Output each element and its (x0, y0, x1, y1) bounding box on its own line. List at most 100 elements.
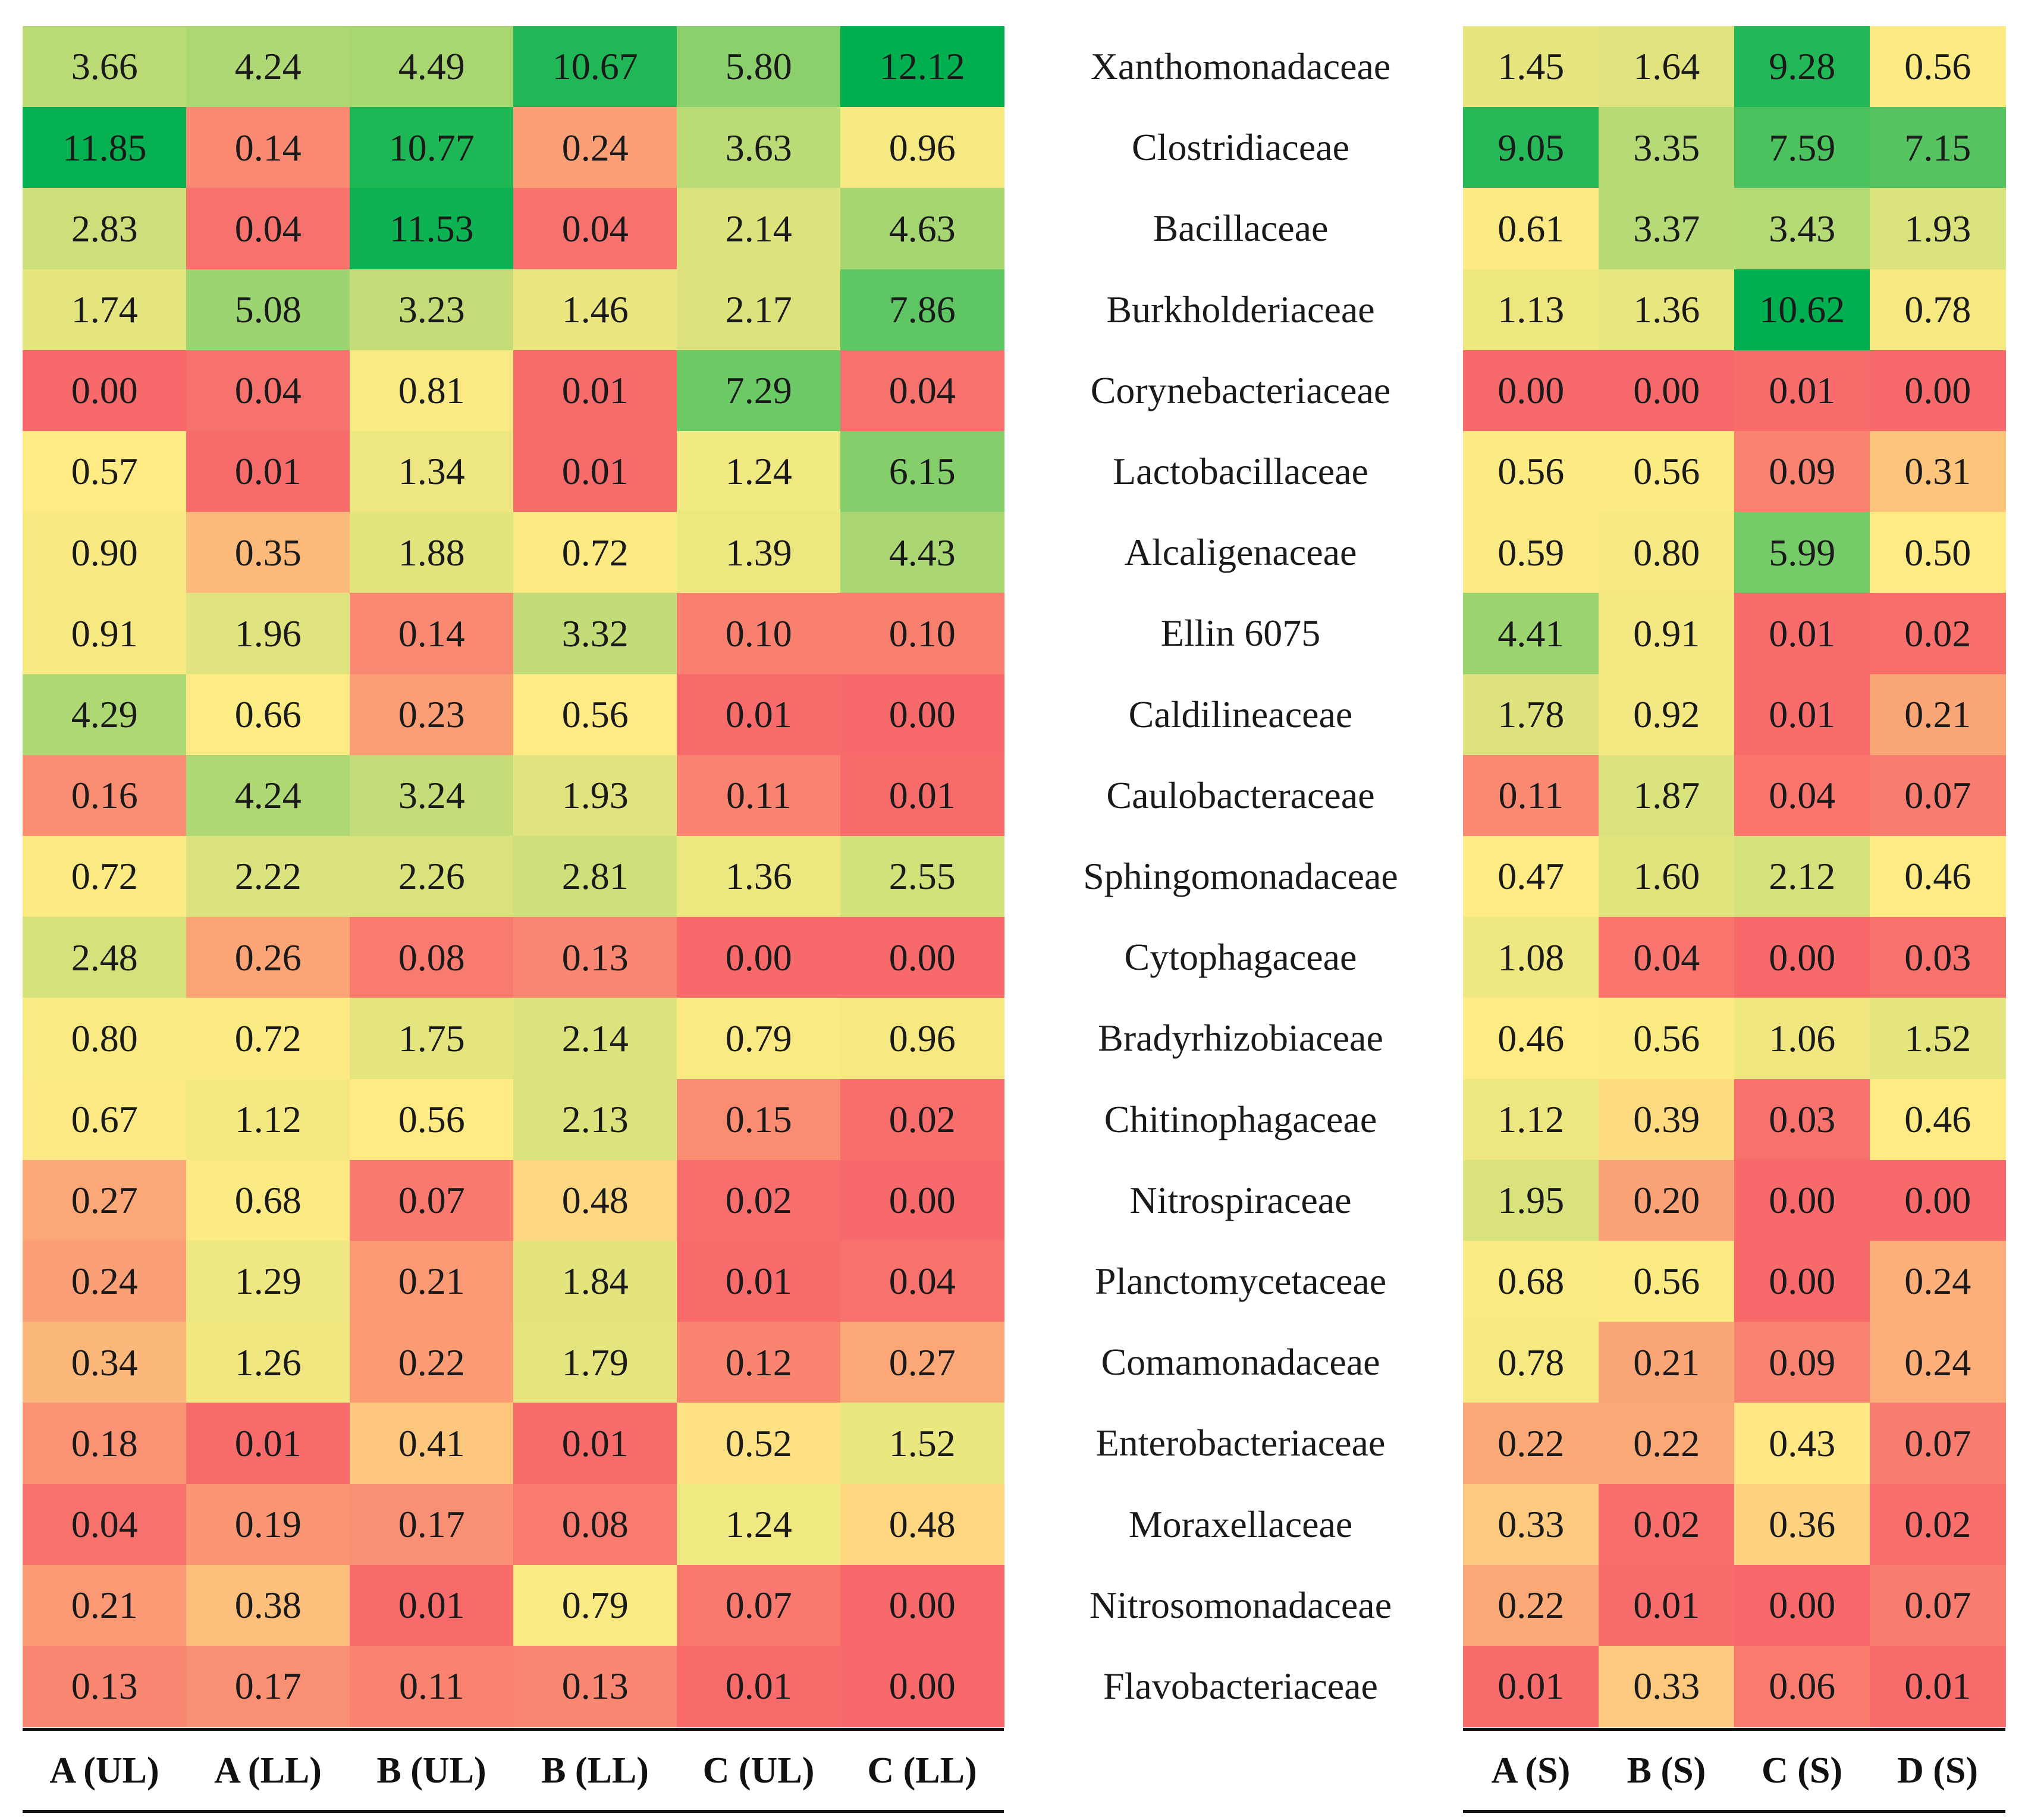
heatmap-cell: 0.24 (1870, 1241, 2006, 1322)
row-label: Burkholderiaceae (1106, 288, 1375, 331)
heatmap-cell: 4.43 (840, 512, 1004, 593)
heatmap-cell: 2.55 (840, 836, 1004, 917)
heatmap-cell: 0.34 (23, 1322, 187, 1403)
heatmap-cell: 0.22 (350, 1322, 514, 1403)
heatmap-cell: 1.24 (677, 431, 841, 513)
heatmap-cell: 0.72 (186, 998, 350, 1080)
row-label: Nitrospiraceae (1129, 1178, 1352, 1221)
heatmap-cell: 0.80 (23, 998, 187, 1080)
heatmap-cell: 0.21 (350, 1241, 514, 1322)
heatmap-cell: 3.35 (1599, 107, 1735, 188)
heatmap-cell: 1.64 (1599, 26, 1735, 108)
heatmap-cell: 1.36 (1599, 269, 1735, 351)
heatmap-cell: 0.13 (23, 1646, 187, 1727)
heatmap-cell: 0.14 (350, 593, 514, 675)
heatmap-cell: 0.08 (513, 1483, 677, 1566)
heatmap-cell: 4.29 (23, 674, 187, 756)
heatmap-cell: 4.41 (1463, 593, 1599, 675)
heatmap-cell: 0.01 (186, 431, 350, 513)
heatmap-cell: 4.24 (186, 755, 350, 837)
heatmap-cell: 0.06 (1734, 1646, 1870, 1727)
heatmap-cell: 12.12 (840, 26, 1004, 108)
heatmap-cell: 0.07 (1870, 1564, 2006, 1646)
heatmap-cell: 10.77 (350, 107, 514, 188)
heatmap-cell: 0.02 (1870, 1483, 2006, 1566)
heatmap-cell: 0.00 (1734, 917, 1870, 998)
heatmap-cell: 9.05 (1463, 107, 1599, 188)
heatmap-cell: 1.93 (1870, 188, 2006, 270)
heatmap-cell: 0.02 (1599, 1483, 1735, 1566)
heatmap-cell: 0.02 (677, 1159, 841, 1241)
heatmap-cell: 0.96 (840, 998, 1004, 1080)
heatmap-cell: 11.53 (350, 188, 514, 270)
bottom-rule (23, 1810, 1004, 1813)
axis-line (1463, 1728, 2005, 1731)
heatmap-cell: 2.17 (677, 269, 841, 351)
heatmap-cell: 11.85 (23, 107, 187, 188)
heatmap-cell: 0.09 (1734, 431, 1870, 513)
heatmap-cell: 0.04 (513, 188, 677, 270)
heatmap-cell: 0.78 (1463, 1322, 1599, 1403)
heatmap-cell: 3.66 (23, 26, 187, 108)
heatmap-cell: 0.20 (1599, 1159, 1735, 1241)
heatmap-cell: 1.96 (186, 593, 350, 675)
heatmap-cell: 0.21 (1870, 674, 2006, 756)
row-label: Corynebacteriaceae (1090, 369, 1391, 411)
heatmap-cell: 0.81 (350, 350, 514, 432)
heatmap-cell: 0.04 (1599, 917, 1735, 998)
column-label: C (S) (1761, 1750, 1843, 1791)
heatmap-cell: 2.83 (23, 188, 187, 270)
heatmap-cell: 1.13 (1463, 269, 1599, 351)
heatmap-cell: 0.07 (1870, 755, 2006, 837)
column-label: B (S) (1627, 1750, 1706, 1791)
heatmap-cell: 0.56 (1463, 431, 1599, 513)
column-label: D (S) (1897, 1750, 1979, 1791)
heatmap-cell: 0.01 (1734, 350, 1870, 432)
heatmap-cell: 0.13 (513, 1646, 677, 1727)
heatmap-cell: 0.56 (1599, 1241, 1735, 1322)
column-label: A (UL) (49, 1750, 159, 1791)
heatmap-cell: 0.68 (186, 1159, 350, 1241)
heatmap-cell: 0.00 (1734, 1241, 1870, 1322)
heatmap-cell: 0.00 (840, 674, 1004, 756)
heatmap-cell: 0.19 (186, 1483, 350, 1566)
heatmap-cell: 0.27 (840, 1322, 1004, 1403)
heatmap-cell: 1.52 (840, 1403, 1004, 1485)
heatmap-cell: 7.15 (1870, 107, 2006, 188)
heatmap-cell: 1.75 (350, 998, 514, 1080)
row-label: Sphingomonadaceae (1083, 855, 1398, 898)
heatmap-cell: 1.46 (513, 269, 677, 351)
heatmap-cell: 0.02 (840, 1079, 1004, 1161)
column-label: B (UL) (376, 1750, 486, 1791)
heatmap-cell: 0.22 (1599, 1403, 1735, 1485)
heatmap-cell: 3.43 (1734, 188, 1870, 270)
heatmap-cell: 2.14 (513, 998, 677, 1080)
heatmap-cell: 7.59 (1734, 107, 1870, 188)
row-label: Clostridiaceae (1131, 126, 1350, 169)
heatmap-cell: 0.10 (840, 593, 1004, 675)
heatmap-cell: 0.96 (840, 107, 1004, 188)
heatmap-cell: 0.79 (513, 1564, 677, 1646)
heatmap-cell: 1.08 (1463, 917, 1599, 998)
heatmap-cell: 6.15 (840, 431, 1004, 513)
heatmap-cell: 0.78 (1870, 269, 2006, 351)
column-label: B (LL) (541, 1750, 649, 1791)
heatmap-cell: 5.99 (1734, 512, 1870, 593)
heatmap-cell: 0.80 (1599, 512, 1735, 593)
heatmap-cell: 0.16 (23, 755, 187, 837)
heatmap-cell: 2.13 (513, 1079, 677, 1161)
heatmap-cell: 0.02 (1870, 593, 2006, 675)
column-label: A (LL) (214, 1750, 322, 1791)
heatmap-cell: 3.37 (1599, 188, 1735, 270)
heatmap-cell: 0.43 (1734, 1403, 1870, 1485)
heatmap-cell: 0.72 (23, 836, 187, 917)
heatmap-cell: 0.01 (677, 674, 841, 756)
heatmap-cell: 0.03 (1734, 1079, 1870, 1161)
heatmap-cell: 0.26 (186, 917, 350, 998)
row-label: Bacillaceae (1153, 207, 1329, 250)
heatmap-cell: 0.04 (1734, 755, 1870, 837)
heatmap-cell: 0.00 (1870, 1159, 2006, 1241)
row-label: Chitinophagaceae (1104, 1098, 1377, 1140)
heatmap-cell: 0.04 (840, 1241, 1004, 1322)
heatmap-cell: 0.11 (350, 1646, 514, 1727)
